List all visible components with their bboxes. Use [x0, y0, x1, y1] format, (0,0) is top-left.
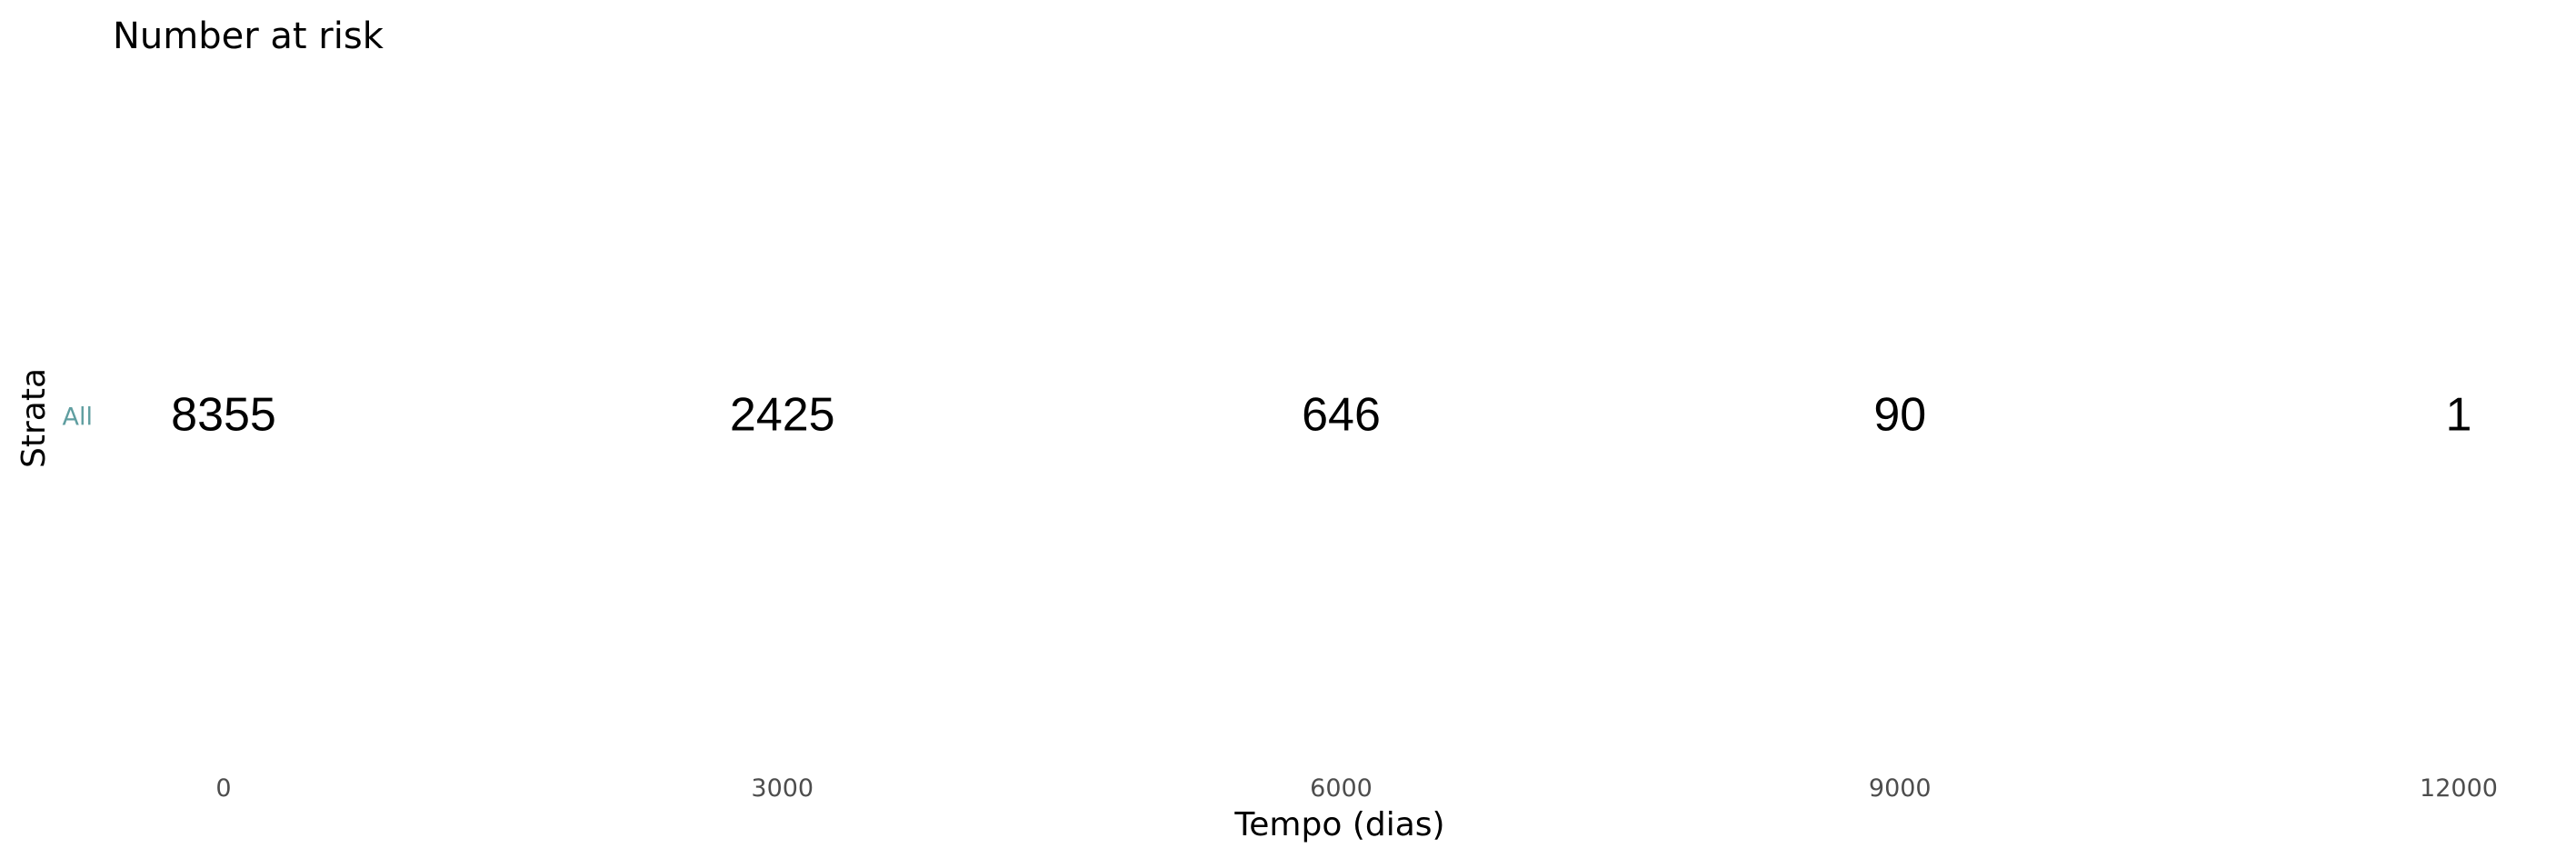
- risk-count-label: 1: [2446, 389, 2472, 442]
- x-axis-label: Tempo (dias): [1233, 806, 1444, 843]
- risk-count-label: 90: [1873, 389, 1926, 442]
- x-tick-label: 3000: [751, 774, 814, 803]
- x-tick-label: 9000: [1869, 774, 1932, 803]
- x-tick-label: 0: [215, 774, 231, 803]
- x-tick-label: 6000: [1310, 774, 1373, 803]
- risk-count-label: 646: [1302, 389, 1381, 442]
- chart-title: Number at risk: [113, 15, 384, 57]
- risk-count-label: 8355: [171, 389, 276, 442]
- strata-label: All: [63, 404, 93, 432]
- x-tick-labels: 0 3000 6000 9000 12000: [215, 774, 2498, 803]
- x-tick-label: 12000: [2420, 774, 2498, 803]
- risk-count-label: 2425: [730, 389, 835, 442]
- risk-values: 8355 2425 646 90 1: [171, 389, 2471, 442]
- y-axis-label: Strata: [15, 368, 53, 468]
- strata-labels: All: [63, 404, 93, 432]
